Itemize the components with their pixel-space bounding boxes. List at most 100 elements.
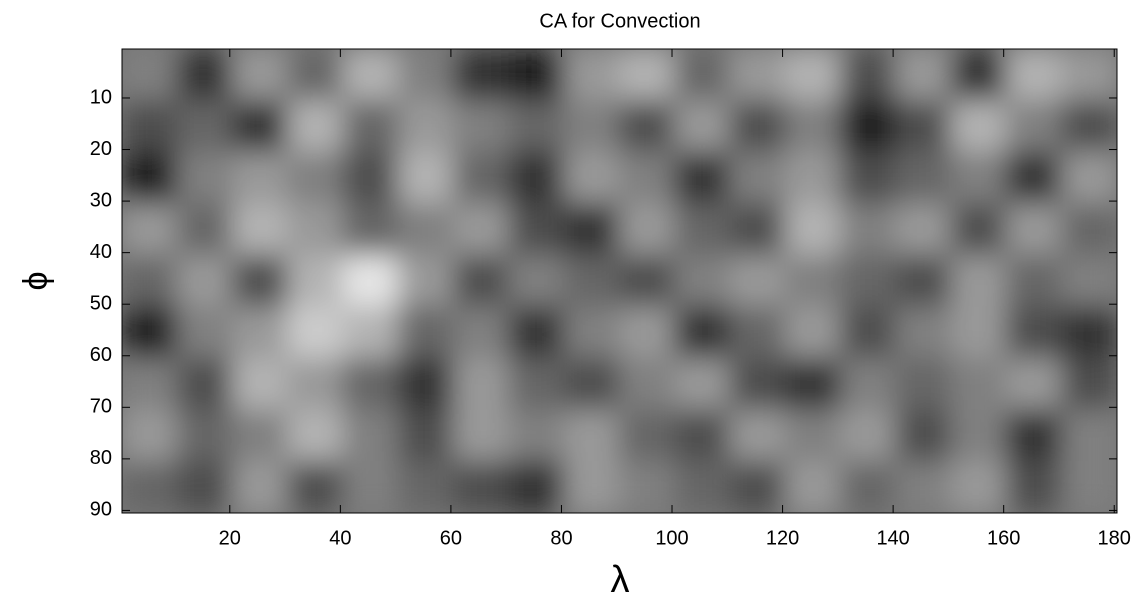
heatmap-cell <box>563 100 620 153</box>
heatmap-cell <box>342 409 399 462</box>
heatmap-cell <box>1061 49 1117 102</box>
heatmap-cell <box>1005 151 1063 205</box>
heatmap-cell <box>784 49 842 102</box>
x-tick-label: 140 <box>876 527 909 549</box>
heatmap-cell <box>1005 460 1063 513</box>
heatmap-cell <box>563 151 620 205</box>
heatmap-cell <box>453 151 510 205</box>
heatmap-cell <box>674 357 731 411</box>
heatmap-cell <box>232 306 289 359</box>
heatmap-cell <box>176 306 234 359</box>
heatmap-cell <box>895 254 952 308</box>
heatmap-cell <box>950 460 1007 513</box>
heatmap-cell <box>287 151 344 205</box>
heatmap <box>122 49 1117 513</box>
heatmap-cell <box>895 49 952 102</box>
heatmap-cell <box>784 151 842 205</box>
heatmap-cell <box>729 203 786 256</box>
heatmap-cell <box>619 100 676 153</box>
x-tick-label: 120 <box>766 527 799 549</box>
heatmap-cell <box>674 254 731 308</box>
heatmap-cell <box>840 306 897 359</box>
heatmap-cell <box>729 100 786 153</box>
heatmap-cell <box>232 409 289 462</box>
heatmap-cell <box>784 203 842 256</box>
heatmap-cell <box>232 100 289 153</box>
heatmap-cell <box>563 409 620 462</box>
heatmap-cell <box>895 100 952 153</box>
heatmap-cell <box>342 460 399 513</box>
x-tick-label: 40 <box>329 527 351 549</box>
heatmap-cell <box>287 306 344 359</box>
heatmap-cell <box>840 203 897 256</box>
heatmap-cell <box>895 357 952 411</box>
heatmap-cell <box>122 460 178 513</box>
heatmap-cell <box>950 409 1007 462</box>
y-axis-label: ϕ <box>17 271 55 290</box>
heatmap-cell <box>508 409 565 462</box>
heatmap-cell <box>895 306 952 359</box>
heatmap-cell <box>895 460 952 513</box>
heatmap-cell <box>895 409 952 462</box>
heatmap-cell <box>122 49 178 102</box>
heatmap-cell <box>784 460 842 513</box>
x-tick-label: 60 <box>440 527 462 549</box>
y-tick-label: 60 <box>90 344 112 366</box>
heatmap-cell <box>342 151 399 205</box>
heatmap-cell <box>342 100 399 153</box>
heatmap-cell <box>674 460 731 513</box>
heatmap-cell <box>453 100 510 153</box>
heatmap-cell <box>122 203 178 256</box>
heatmap-cell <box>1061 100 1117 153</box>
heatmap-cell <box>508 151 565 205</box>
heatmap-cell <box>397 460 455 513</box>
heatmap-cell <box>1005 357 1063 411</box>
heatmap-cell <box>950 254 1007 308</box>
heatmap-cell <box>176 100 234 153</box>
heatmap-cell <box>840 460 897 513</box>
heatmap-cell <box>674 306 731 359</box>
heatmap-cell <box>784 254 842 308</box>
heatmap-cell <box>122 254 178 308</box>
heatmap-cell <box>563 49 620 102</box>
heatmap-cell <box>287 100 344 153</box>
heatmap-cell <box>176 409 234 462</box>
heatmap-cell <box>729 306 786 359</box>
heatmap-cell <box>397 357 455 411</box>
heatmap-cell <box>840 254 897 308</box>
heatmap-cell <box>729 409 786 462</box>
heatmap-cell <box>784 306 842 359</box>
heatmap-cell <box>619 49 676 102</box>
y-tick-label: 40 <box>90 241 112 263</box>
heatmap-cell <box>1005 409 1063 462</box>
heatmap-cell <box>122 100 178 153</box>
x-tick-label: 20 <box>219 527 241 549</box>
heatmap-cell <box>176 151 234 205</box>
heatmap-cell <box>950 151 1007 205</box>
y-tick-label: 70 <box>90 396 112 418</box>
heatmap-cell <box>674 409 731 462</box>
y-tick-label: 90 <box>90 499 112 521</box>
heatmap-cell <box>950 100 1007 153</box>
heatmap-cell <box>1061 254 1117 308</box>
heatmap-cell <box>397 203 455 256</box>
heatmap-cell <box>840 151 897 205</box>
heatmap-cell <box>453 203 510 256</box>
heatmap-cell <box>287 203 344 256</box>
x-tick-label: 100 <box>655 527 688 549</box>
heatmap-cell <box>176 357 234 411</box>
heatmap-cell <box>895 151 952 205</box>
heatmap-cell <box>287 409 344 462</box>
heatmap-cell <box>563 357 620 411</box>
heatmap-cell <box>122 409 178 462</box>
heatmap-cell <box>784 357 842 411</box>
heatmap-cell <box>453 254 510 308</box>
heatmap-cell <box>729 254 786 308</box>
heatmap-cell <box>729 49 786 102</box>
heatmap-cell <box>619 409 676 462</box>
y-tick-label: 80 <box>90 447 112 469</box>
heatmap-cell <box>508 100 565 153</box>
heatmap-cell <box>674 49 731 102</box>
heatmap-cell <box>342 306 399 359</box>
heatmap-cell <box>508 357 565 411</box>
